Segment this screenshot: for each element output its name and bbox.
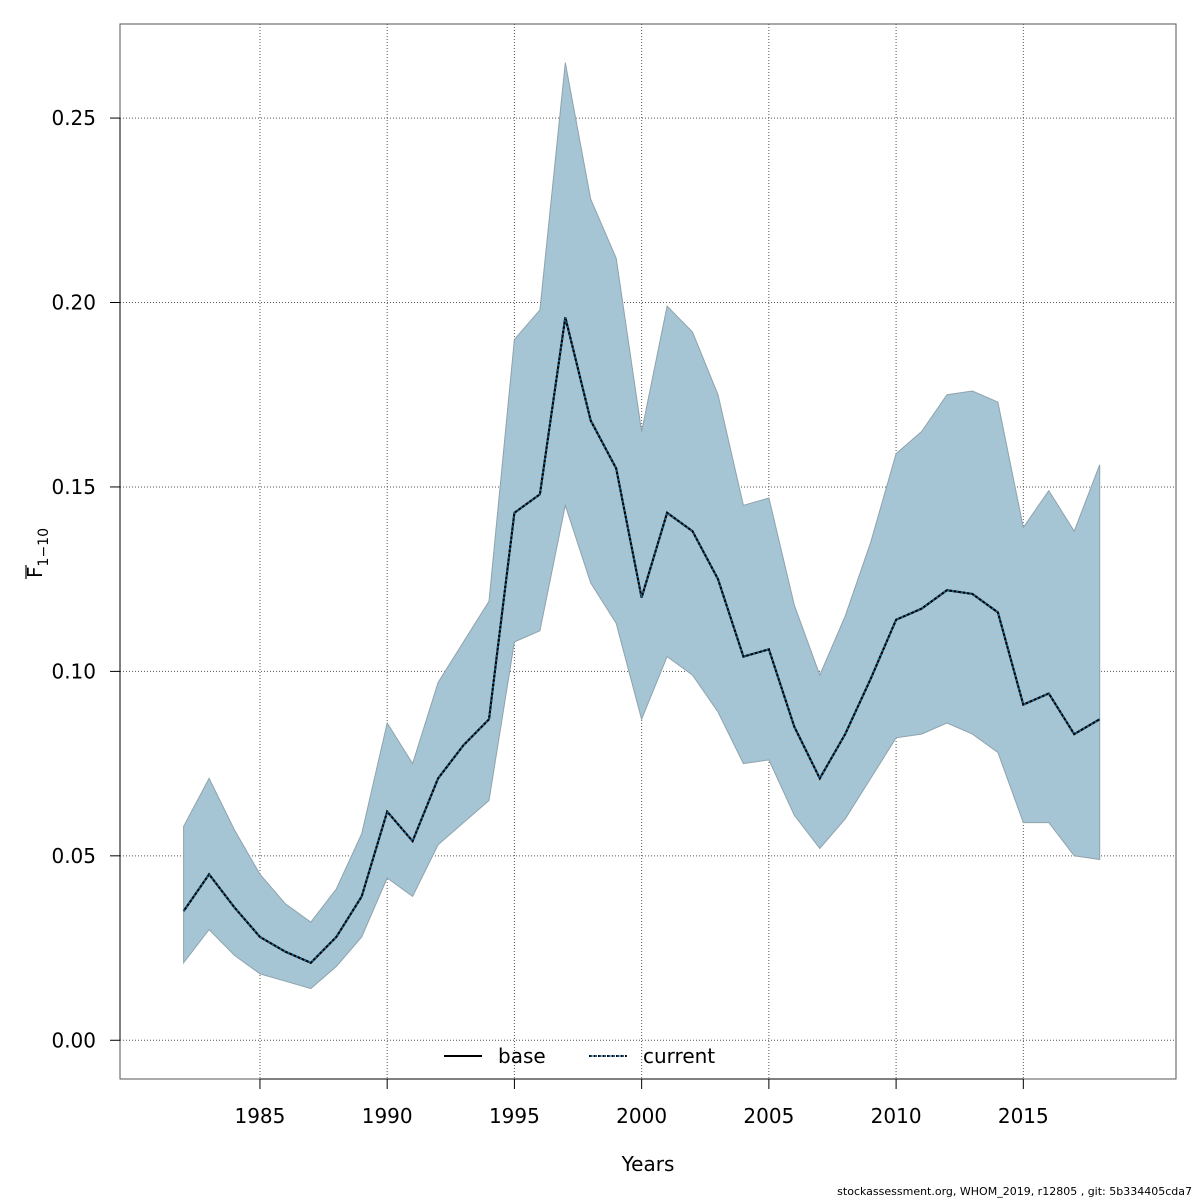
x-tick-label: 2010 <box>871 1104 922 1128</box>
x-tick-label: 1995 <box>489 1104 540 1128</box>
y-axis-title-subscript: 1−10 <box>36 528 52 566</box>
y-tick-label: 0.15 <box>51 475 96 499</box>
y-tick-label: 0.10 <box>51 659 96 683</box>
y-tick-label: 0.25 <box>51 106 96 130</box>
x-tick-label: 1990 <box>362 1104 413 1128</box>
x-tick-label: 2015 <box>998 1104 1049 1128</box>
y-axis-title-main: F <box>23 566 47 578</box>
svg-text:F1−10: F1−10 <box>23 528 52 578</box>
footer-source: stockassessment.org, WHOM_2019, r12805 ,… <box>837 1185 1192 1198</box>
y-tick-label: 0.00 <box>51 1028 96 1052</box>
legend-label-current: current <box>643 1044 715 1068</box>
y-tick-label: 0.05 <box>51 844 96 868</box>
legend-label-base: base <box>498 1044 546 1068</box>
series-line-current <box>182 317 1101 964</box>
confidence-band <box>183 62 1101 990</box>
x-tick-label: 2000 <box>616 1104 667 1128</box>
axes: 1985 1990 1995 2000 2005 2010 2015 0.00 0.05 0.10… <box>51 106 1048 1128</box>
x-axis-title: Years <box>621 1152 675 1176</box>
x-tick-label: 1985 <box>234 1104 285 1128</box>
legend: base current <box>444 1044 715 1068</box>
y-axis-title: F1−10 <box>23 528 52 579</box>
x-tick-label: 2005 <box>743 1104 794 1128</box>
y-tick-label: 0.20 <box>51 291 96 315</box>
